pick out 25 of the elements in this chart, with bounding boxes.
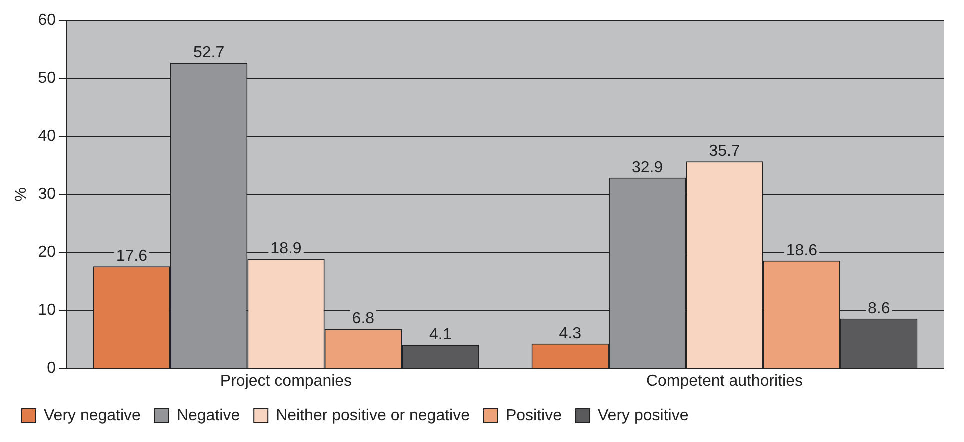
data-label: 18.9 (270, 240, 302, 258)
data-label: 4.3 (559, 325, 582, 342)
data-label: 6.8 (352, 310, 375, 328)
y-tick-label: 20 (38, 244, 56, 262)
x-tick-label: Project companies (220, 372, 352, 390)
x-tick-label: Competent authorities (646, 372, 804, 390)
legend-label: Very positive (598, 407, 689, 424)
legend-label: Very negative (44, 407, 142, 424)
data-label: 35.7 (709, 143, 740, 160)
y-tick-label: 30 (38, 186, 56, 204)
data-label: 8.6 (868, 300, 890, 318)
data-label: 18.6 (786, 242, 818, 260)
y-axis-title: % (13, 188, 30, 202)
legend-label: Positive (506, 407, 562, 424)
y-tick-label: 60 (38, 12, 56, 30)
data-label: 32.9 (632, 159, 664, 176)
data-label: 52.7 (194, 44, 225, 62)
data-label: 17.6 (116, 248, 148, 266)
y-tick-label: 40 (38, 128, 56, 146)
data-label: 4.1 (429, 326, 452, 344)
y-tick-label: 50 (38, 70, 56, 88)
legend-label: Negative (176, 407, 240, 424)
y-tick-label: 0 (47, 360, 56, 378)
y-tick-label: 10 (38, 302, 56, 320)
legend-label: Neither positive or negative (276, 407, 470, 424)
